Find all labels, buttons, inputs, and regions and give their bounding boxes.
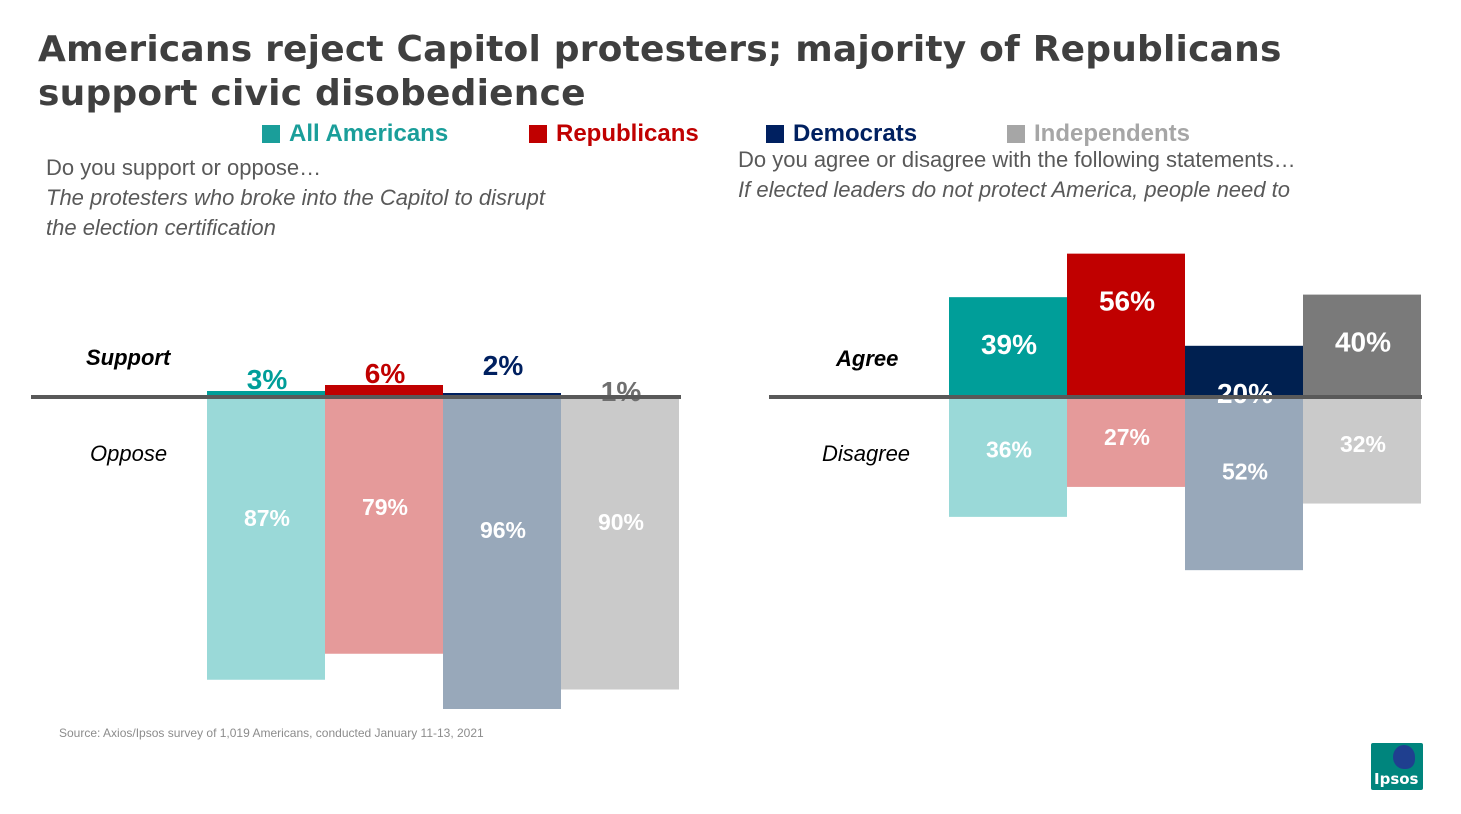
title-line-1: Americans reject Capitol protesters; maj… <box>38 29 1282 70</box>
legend-swatch-all-americans <box>262 125 280 143</box>
label-support-republicans: 6% <box>365 358 406 389</box>
legend-republicans: Republicans <box>529 120 699 148</box>
logo-mark-icon <box>1393 745 1415 769</box>
right-question-prompt: Do you agree or disagree with the follow… <box>738 147 1296 172</box>
left-statement-line-2: the election certification <box>46 215 276 240</box>
left-question-statement: The protesters who broke into the Capito… <box>46 183 545 243</box>
label-agree-democrats: 20% <box>1217 378 1273 409</box>
legend-swatch-independents <box>1007 125 1025 143</box>
bar-agree-independents <box>1303 294 1421 397</box>
bar-support-republicans <box>325 385 443 397</box>
label-support-all-americans: 3% <box>247 364 288 395</box>
bar-disagree-democrats <box>1185 397 1303 571</box>
label-disagree-independents: 32% <box>1340 431 1386 457</box>
label-oppose-all-americans: 87% <box>244 505 290 531</box>
title-line-2: support civic disobedience <box>38 73 586 114</box>
label-support-democrats: 2% <box>483 350 524 381</box>
bar-oppose-republicans <box>325 397 443 654</box>
bar-oppose-democrats <box>443 397 561 709</box>
legend-label-democrats: Democrats <box>793 120 918 147</box>
label-agree-all-americans: 39% <box>981 329 1037 360</box>
bar-agree-all-americans <box>949 297 1067 397</box>
legend-democrats: Democrats <box>766 120 917 148</box>
bar-disagree-all-americans <box>949 397 1067 517</box>
legend-all-americans: All Americans <box>262 120 448 148</box>
bar-oppose-independents <box>561 397 679 690</box>
label-support-independents: 1% <box>601 376 642 407</box>
label-disagree-republicans: 27% <box>1104 424 1150 450</box>
legend-swatch-democrats <box>766 125 784 143</box>
legend-independents: Independents <box>1007 120 1190 148</box>
legend-label-independents: Independents <box>1034 120 1191 147</box>
left-up-label: Support <box>86 345 171 370</box>
right-up-label: Agree <box>836 346 899 371</box>
legend-label-all-americans: All Americans <box>289 120 449 147</box>
right-down-label: Disagree <box>822 441 911 466</box>
label-agree-independents: 40% <box>1335 327 1391 358</box>
ipsos-logo: Ipsos <box>1371 743 1423 790</box>
label-oppose-independents: 90% <box>598 509 644 535</box>
logo-text: Ipsos <box>1374 770 1419 788</box>
legend-swatch-republicans <box>529 125 547 143</box>
label-oppose-republicans: 79% <box>362 494 408 520</box>
left-question-prompt: Do you support or oppose… <box>46 155 322 180</box>
left-down-label: Oppose <box>90 441 168 466</box>
label-disagree-democrats: 52% <box>1222 459 1268 485</box>
left-baseline <box>31 395 681 399</box>
label-agree-republicans: 56% <box>1099 286 1155 317</box>
bar-agree-democrats <box>1185 345 1303 397</box>
bar-support-all-americans <box>207 391 325 397</box>
left-statement-line-1: The protesters who broke into the Capito… <box>46 185 545 210</box>
label-oppose-democrats: 96% <box>480 517 526 543</box>
bar-disagree-republicans <box>1067 397 1185 487</box>
page-title: Americans reject Capitol protesters; maj… <box>38 28 1438 116</box>
bar-disagree-independents <box>1303 397 1421 504</box>
right-baseline <box>769 395 1422 399</box>
right-question-statement: If elected leaders do not protect Americ… <box>738 177 1290 202</box>
legend-label-republicans: Republicans <box>556 120 699 147</box>
bar-agree-republicans <box>1067 253 1185 397</box>
source-note: Source: Axios/Ipsos survey of 1,019 Amer… <box>59 726 484 740</box>
label-disagree-all-americans: 36% <box>986 436 1032 462</box>
bar-oppose-all-americans <box>207 397 325 680</box>
